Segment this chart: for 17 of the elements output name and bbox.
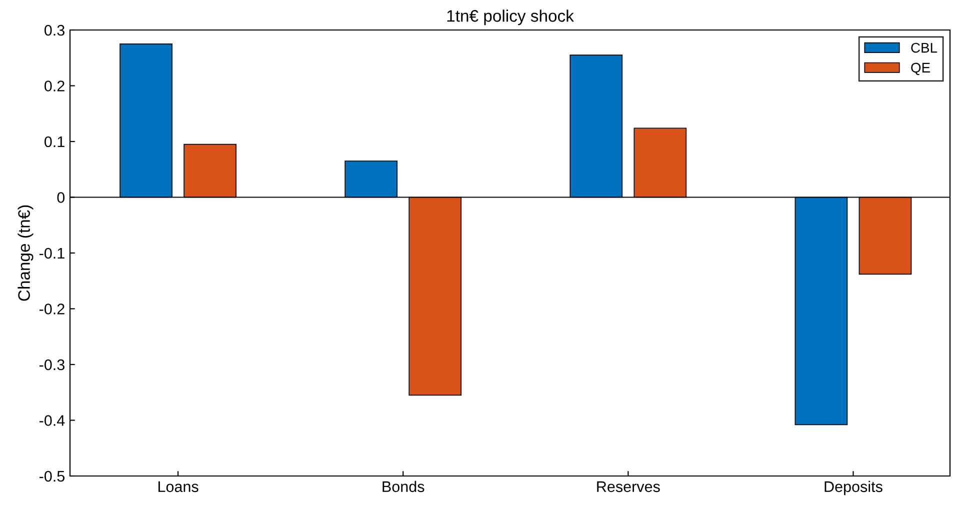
y-tick-label: -0.5 xyxy=(39,470,64,482)
chart-title: 1tn€ policy shock xyxy=(447,10,574,26)
y-tick-label: 0.3 xyxy=(44,24,64,36)
x-tick-label: Reserves xyxy=(597,481,660,492)
y-tick-label: 0.1 xyxy=(44,136,64,148)
legend-label: QE xyxy=(911,62,930,76)
legend-label: CBL xyxy=(911,42,938,53)
y-tick-label: 0 xyxy=(57,192,65,203)
y-tick-label: -0.2 xyxy=(39,304,64,314)
y-tick-label: -0.4 xyxy=(39,415,65,426)
y-tick-label: 0.2 xyxy=(44,80,64,92)
x-tick-label: Loans xyxy=(158,481,198,492)
y-tick-label: -0.1 xyxy=(39,248,64,259)
x-tick-label: Deposits xyxy=(824,480,882,496)
y-axis-title: Change (tn€) xyxy=(18,205,34,301)
x-tick-label: Bonds xyxy=(382,480,424,492)
y-tick-label: -0.3 xyxy=(39,359,64,370)
